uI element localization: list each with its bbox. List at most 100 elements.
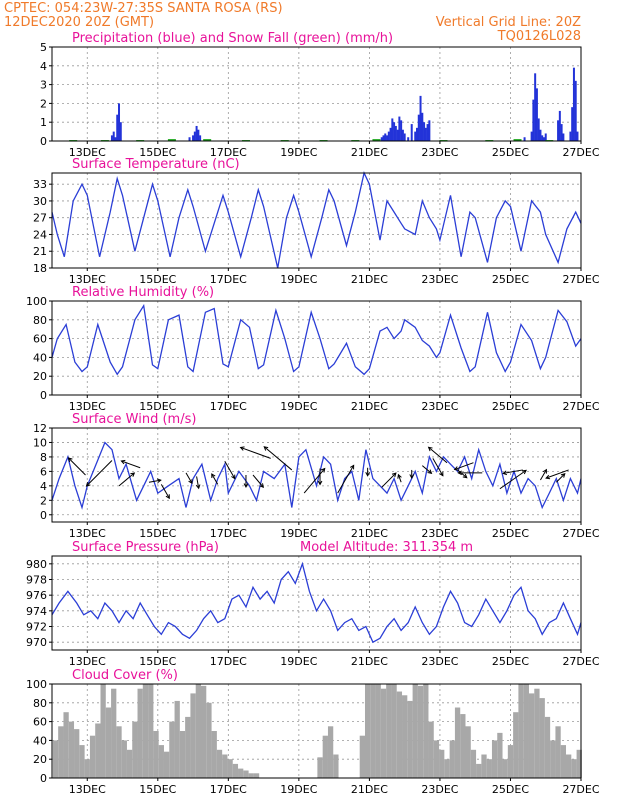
precip-bar: [400, 120, 403, 141]
precip-bar: [380, 137, 383, 141]
cloud-bar: [518, 684, 524, 778]
wind-vector: [427, 446, 448, 464]
wind-vector: [421, 465, 433, 474]
y-tick-label: 970: [26, 636, 47, 649]
cloud-bar: [243, 770, 249, 778]
cloud-bar: [544, 716, 551, 778]
y-tick-label: 80: [33, 314, 47, 327]
x-tick-label: 17DEC: [210, 783, 247, 796]
cloud-bar: [481, 754, 487, 778]
precip-bar: [386, 135, 389, 141]
x-tick-label: 13DEC: [69, 527, 106, 540]
precip-bar: [416, 127, 419, 141]
wind-vector: [303, 467, 326, 494]
wind-vector: [263, 446, 293, 471]
wind-vector: [453, 462, 474, 471]
cloud-bar: [513, 712, 519, 778]
precip-bar: [396, 129, 399, 141]
y-tick-label: 40: [33, 351, 47, 364]
cloud-bar: [359, 735, 365, 778]
precip-bar: [188, 137, 191, 141]
cloud-bar: [116, 726, 122, 778]
cloud-bar: [174, 700, 180, 778]
cloud-bar: [460, 714, 466, 778]
cloud-bar: [333, 754, 339, 778]
y-tick-label: 80: [33, 697, 47, 710]
snow-bar: [513, 139, 522, 141]
cloud-title: Cloud Cover (%): [72, 668, 178, 683]
cloud-bar: [380, 688, 387, 778]
x-tick-label: 13DEC: [69, 400, 106, 413]
x-tick-label: 13DEC: [69, 273, 106, 286]
precip-bar: [112, 131, 115, 141]
x-tick-label: 19DEC: [280, 527, 317, 540]
wind-vector: [85, 460, 113, 487]
x-tick-label: 23DEC: [421, 783, 458, 796]
y-tick-label: 12: [33, 422, 47, 435]
precip-bar: [403, 133, 406, 141]
precip-bar: [417, 114, 420, 141]
wind-vector: [118, 472, 136, 487]
wind-vector: [499, 469, 527, 490]
x-tick-label: 27DEC: [562, 527, 599, 540]
x-tick-label: 17DEC: [210, 400, 247, 413]
y-tick-label: 40: [33, 734, 47, 747]
cloud-bar: [100, 684, 106, 778]
x-tick-label: 25DEC: [492, 273, 529, 286]
snow-bar: [203, 139, 212, 141]
precip-bar: [539, 129, 542, 141]
wind-vector: [540, 468, 547, 481]
y-tick-label: 976: [26, 589, 47, 602]
precip-bar: [398, 116, 401, 141]
precip-bar: [530, 131, 533, 141]
cloud-bar: [95, 723, 101, 778]
precip-bar: [428, 120, 431, 141]
pressure-title: Surface Pressure (hPa): [72, 540, 219, 555]
cloud-bar: [84, 759, 90, 778]
cloud-bar: [74, 729, 80, 778]
x-tick-label: 13DEC: [69, 783, 106, 796]
x-tick-label: 19DEC: [280, 273, 317, 286]
cloud-bar: [444, 759, 450, 778]
temperature-panel: Surface Temperature (nC) 18 21 24 27 30 33 13DE…: [33, 157, 600, 286]
cloud-bar: [142, 684, 149, 778]
precip-bar: [537, 118, 540, 141]
cloud-bar: [523, 684, 529, 778]
y-tick-label: 8: [40, 451, 47, 464]
wind-vector: [239, 446, 271, 459]
x-tick-label: 13DEC: [69, 655, 106, 668]
precip-bar: [542, 137, 545, 141]
cloud-bar: [396, 691, 403, 778]
cloud-bar: [248, 773, 254, 778]
cloud-bar: [52, 740, 59, 778]
cloud-bar: [465, 726, 471, 778]
precip-bar: [384, 133, 387, 141]
wind-vector: [195, 476, 201, 490]
pressure-line: [51, 561, 582, 644]
y-tick-label: 10: [33, 436, 47, 449]
y-tick-label: 2: [40, 494, 47, 507]
snow-bar: [372, 139, 381, 141]
x-tick-label: 21DEC: [351, 527, 388, 540]
x-tick-label: 23DEC: [421, 400, 458, 413]
header-grid-line: Vertical Grid Line: 20Z: [436, 15, 581, 30]
cloud-bar: [539, 698, 545, 778]
x-tick-label: 21DEC: [351, 273, 388, 286]
cloud-bar: [391, 684, 397, 778]
cloud-bar: [412, 684, 418, 778]
wind-vector: [224, 461, 236, 480]
x-tick-label: 25DEC: [492, 146, 529, 159]
cloud-bar: [370, 684, 376, 778]
cloud-bar: [386, 684, 392, 778]
y-tick-label: 974: [26, 605, 47, 618]
precip-bar: [393, 122, 396, 141]
cloud-bar: [417, 685, 424, 778]
wind-vector: [211, 473, 219, 485]
precip-bar: [532, 99, 535, 141]
x-tick-label: 19DEC: [280, 783, 317, 796]
precip-bar: [387, 131, 390, 141]
cloud-bar: [63, 712, 69, 778]
precip-bar: [574, 80, 577, 141]
precip-title: Precipitation (blue) and Snow Fall (gree…: [72, 31, 393, 46]
y-tick-label: 3: [40, 79, 47, 92]
